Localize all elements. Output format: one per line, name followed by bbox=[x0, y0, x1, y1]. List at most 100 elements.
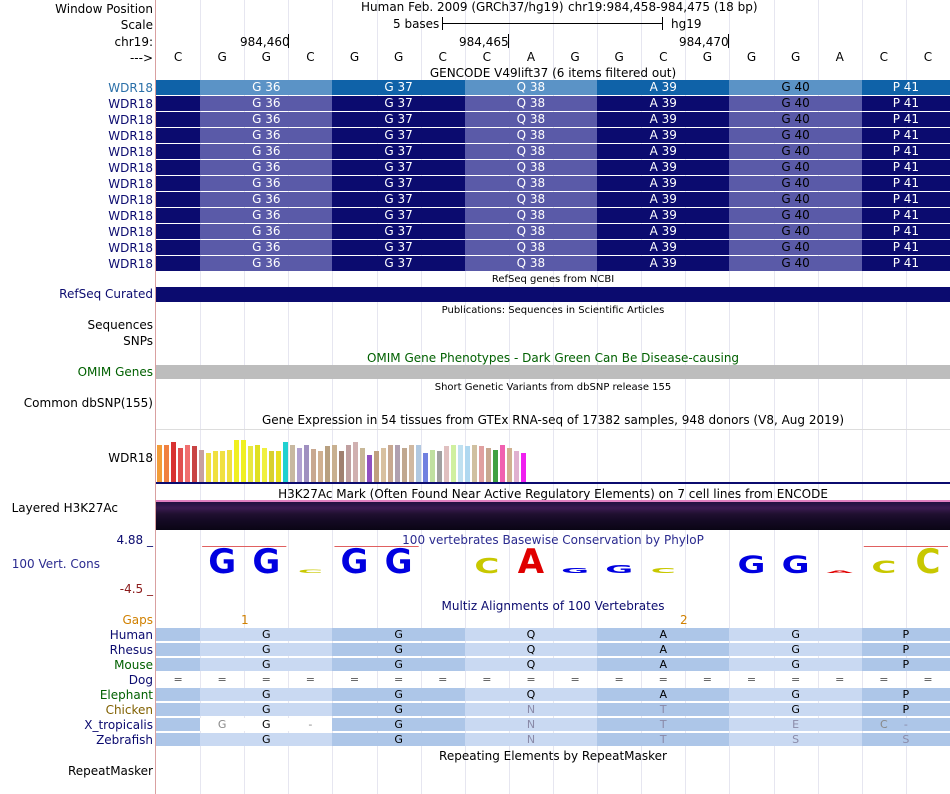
gencode-codon[interactable]: P 41 bbox=[861, 144, 950, 159]
gtex-tissue-bar[interactable] bbox=[241, 440, 246, 482]
gtex-tissue-bar[interactable] bbox=[521, 452, 526, 482]
phylop-label[interactable]: 100 Vert. Cons bbox=[11, 557, 100, 571]
gencode-codon[interactable]: G 36 bbox=[200, 112, 333, 127]
gtex-tissue-bar[interactable] bbox=[234, 440, 239, 482]
gtex-tissue-bar[interactable] bbox=[318, 451, 323, 482]
gtex-tissue-bar[interactable] bbox=[164, 444, 169, 482]
gencode-codon[interactable]: G 36 bbox=[200, 224, 333, 239]
gtex-tissue-bar[interactable] bbox=[360, 447, 365, 482]
gtex-tissue-bar[interactable] bbox=[227, 449, 232, 482]
gtex-tissue-bar[interactable] bbox=[416, 444, 421, 482]
dbsnp-title[interactable]: Short Genetic Variants from dbSNP releas… bbox=[434, 382, 672, 393]
gtex-tissue-bar[interactable] bbox=[192, 446, 197, 482]
gtex-tissue-bar[interactable] bbox=[395, 444, 400, 482]
refseq-bar[interactable] bbox=[156, 287, 950, 302]
gencode-codon[interactable] bbox=[156, 224, 201, 239]
gencode-codon[interactable]: A 39 bbox=[597, 128, 730, 143]
gencode-codon[interactable]: A 39 bbox=[597, 224, 730, 239]
gencode-codon[interactable]: Q 38 bbox=[464, 144, 598, 159]
gencode-codon[interactable]: G 36 bbox=[200, 192, 333, 207]
gencode-codon[interactable]: G 36 bbox=[200, 240, 333, 255]
gencode-codon[interactable]: Q 38 bbox=[464, 256, 598, 271]
gtex-tissue-bar[interactable] bbox=[157, 445, 162, 482]
gencode-codon[interactable]: Q 38 bbox=[464, 80, 598, 95]
gencode-codon[interactable]: G 37 bbox=[332, 144, 465, 159]
gencode-row-label[interactable]: WDR18 bbox=[108, 241, 153, 255]
gencode-codon[interactable]: G 36 bbox=[200, 208, 333, 223]
h3k27ac-label[interactable]: Layered H3K27Ac bbox=[11, 501, 118, 515]
gencode-codon[interactable]: G 37 bbox=[332, 192, 465, 207]
gencode-row-label[interactable]: WDR18 bbox=[108, 193, 153, 207]
gencode-codon[interactable]: P 41 bbox=[861, 80, 950, 95]
gencode-codon[interactable]: G 40 bbox=[729, 208, 862, 223]
gtex-tissue-bar[interactable] bbox=[465, 446, 470, 482]
h3k27ac-title[interactable]: H3K27Ac Mark (Often Found Near Active Re… bbox=[278, 487, 828, 501]
track-area[interactable]: Human Feb. 2009 (GRCh37/hg19) chr19:984,… bbox=[156, 0, 950, 794]
omim-label[interactable]: OMIM Genes bbox=[77, 365, 153, 379]
gtex-tissue-bar[interactable] bbox=[444, 446, 449, 482]
gencode-codon[interactable]: G 37 bbox=[332, 176, 465, 191]
gtex-tissue-bar[interactable] bbox=[283, 442, 288, 482]
gtex-tissue-bar[interactable] bbox=[451, 445, 456, 482]
gencode-codon[interactable] bbox=[156, 176, 201, 191]
gtex-tissue-bar[interactable] bbox=[185, 445, 190, 482]
gencode-codon[interactable]: G 36 bbox=[200, 80, 333, 95]
species-label[interactable]: Chicken bbox=[105, 703, 153, 717]
repeatmasker-title[interactable]: Repeating Elements by RepeatMasker bbox=[439, 749, 667, 763]
gencode-row-label[interactable]: WDR18 bbox=[108, 145, 153, 159]
omim-bar[interactable] bbox=[156, 365, 950, 379]
gencode-codon[interactable]: G 37 bbox=[332, 240, 465, 255]
gtex-tissue-bar[interactable] bbox=[374, 450, 379, 482]
gencode-codon[interactable]: G 40 bbox=[729, 192, 862, 207]
gencode-codon[interactable]: P 41 bbox=[861, 96, 950, 111]
gtex-tissue-bar[interactable] bbox=[381, 448, 386, 482]
gencode-codon[interactable]: G 36 bbox=[200, 160, 333, 175]
gtex-tissue-bar[interactable] bbox=[206, 452, 211, 482]
gencode-codon[interactable]: G 40 bbox=[729, 128, 862, 143]
publications-title[interactable]: Publications: Sequences in Scientific Ar… bbox=[441, 305, 665, 316]
gencode-codon[interactable]: G 37 bbox=[332, 128, 465, 143]
gtex-tissue-bar[interactable] bbox=[367, 455, 372, 482]
repeatmasker-label[interactable]: RepeatMasker bbox=[67, 764, 153, 778]
gencode-codon[interactable]: G 36 bbox=[200, 128, 333, 143]
gencode-row-label[interactable]: WDR18 bbox=[108, 97, 153, 111]
multiz-title[interactable]: Multiz Alignments of 100 Vertebrates bbox=[441, 599, 665, 613]
species-label[interactable]: Elephant bbox=[99, 688, 153, 702]
gtex-tissue-bar[interactable] bbox=[346, 444, 351, 482]
gencode-codon[interactable]: Q 38 bbox=[464, 96, 598, 111]
h3k27ac-layer[interactable] bbox=[156, 500, 950, 530]
gtex-tissue-bar[interactable] bbox=[248, 446, 253, 482]
gtex-tissue-bar[interactable] bbox=[213, 451, 218, 482]
gtex-tissue-bar[interactable] bbox=[339, 450, 344, 482]
species-label[interactable]: Zebrafish bbox=[96, 733, 153, 747]
gencode-codon[interactable]: G 36 bbox=[200, 256, 333, 271]
gencode-row-label[interactable]: WDR18 bbox=[108, 81, 153, 95]
gencode-codon[interactable]: P 41 bbox=[861, 208, 950, 223]
dbsnp-label[interactable]: Common dbSNP(155) bbox=[23, 396, 153, 410]
gencode-codon[interactable]: P 41 bbox=[861, 160, 950, 175]
gtex-tissue-bar[interactable] bbox=[430, 449, 435, 482]
gencode-codon[interactable]: G 40 bbox=[729, 96, 862, 111]
gencode-codon[interactable]: G 37 bbox=[332, 160, 465, 175]
gtex-tissue-bar[interactable] bbox=[458, 444, 463, 482]
gtex-tissue-bar[interactable] bbox=[276, 451, 281, 482]
publications-snps-label[interactable]: SNPs bbox=[123, 334, 153, 348]
species-label[interactable]: Mouse bbox=[114, 658, 153, 672]
gtex-tissue-bar[interactable] bbox=[423, 452, 428, 482]
gencode-codon[interactable]: G 40 bbox=[729, 176, 862, 191]
gtex-tissue-bar[interactable] bbox=[472, 445, 477, 482]
gencode-codon[interactable]: A 39 bbox=[597, 160, 730, 175]
gtex-tissue-bar[interactable] bbox=[402, 448, 407, 482]
gtex-tissue-bar[interactable] bbox=[325, 446, 330, 482]
gencode-codon[interactable] bbox=[156, 144, 201, 159]
gencode-codon[interactable]: P 41 bbox=[861, 192, 950, 207]
gencode-codon[interactable]: G 36 bbox=[200, 176, 333, 191]
gencode-codon[interactable]: G 37 bbox=[332, 208, 465, 223]
gtex-tissue-bar[interactable] bbox=[507, 447, 512, 482]
gencode-codon[interactable]: G 37 bbox=[332, 224, 465, 239]
species-label[interactable]: Rhesus bbox=[109, 643, 153, 657]
gencode-codon[interactable]: A 39 bbox=[597, 240, 730, 255]
gencode-codon[interactable]: A 39 bbox=[597, 112, 730, 127]
gencode-codon[interactable]: Q 38 bbox=[464, 128, 598, 143]
gencode-codon[interactable]: Q 38 bbox=[464, 160, 598, 175]
